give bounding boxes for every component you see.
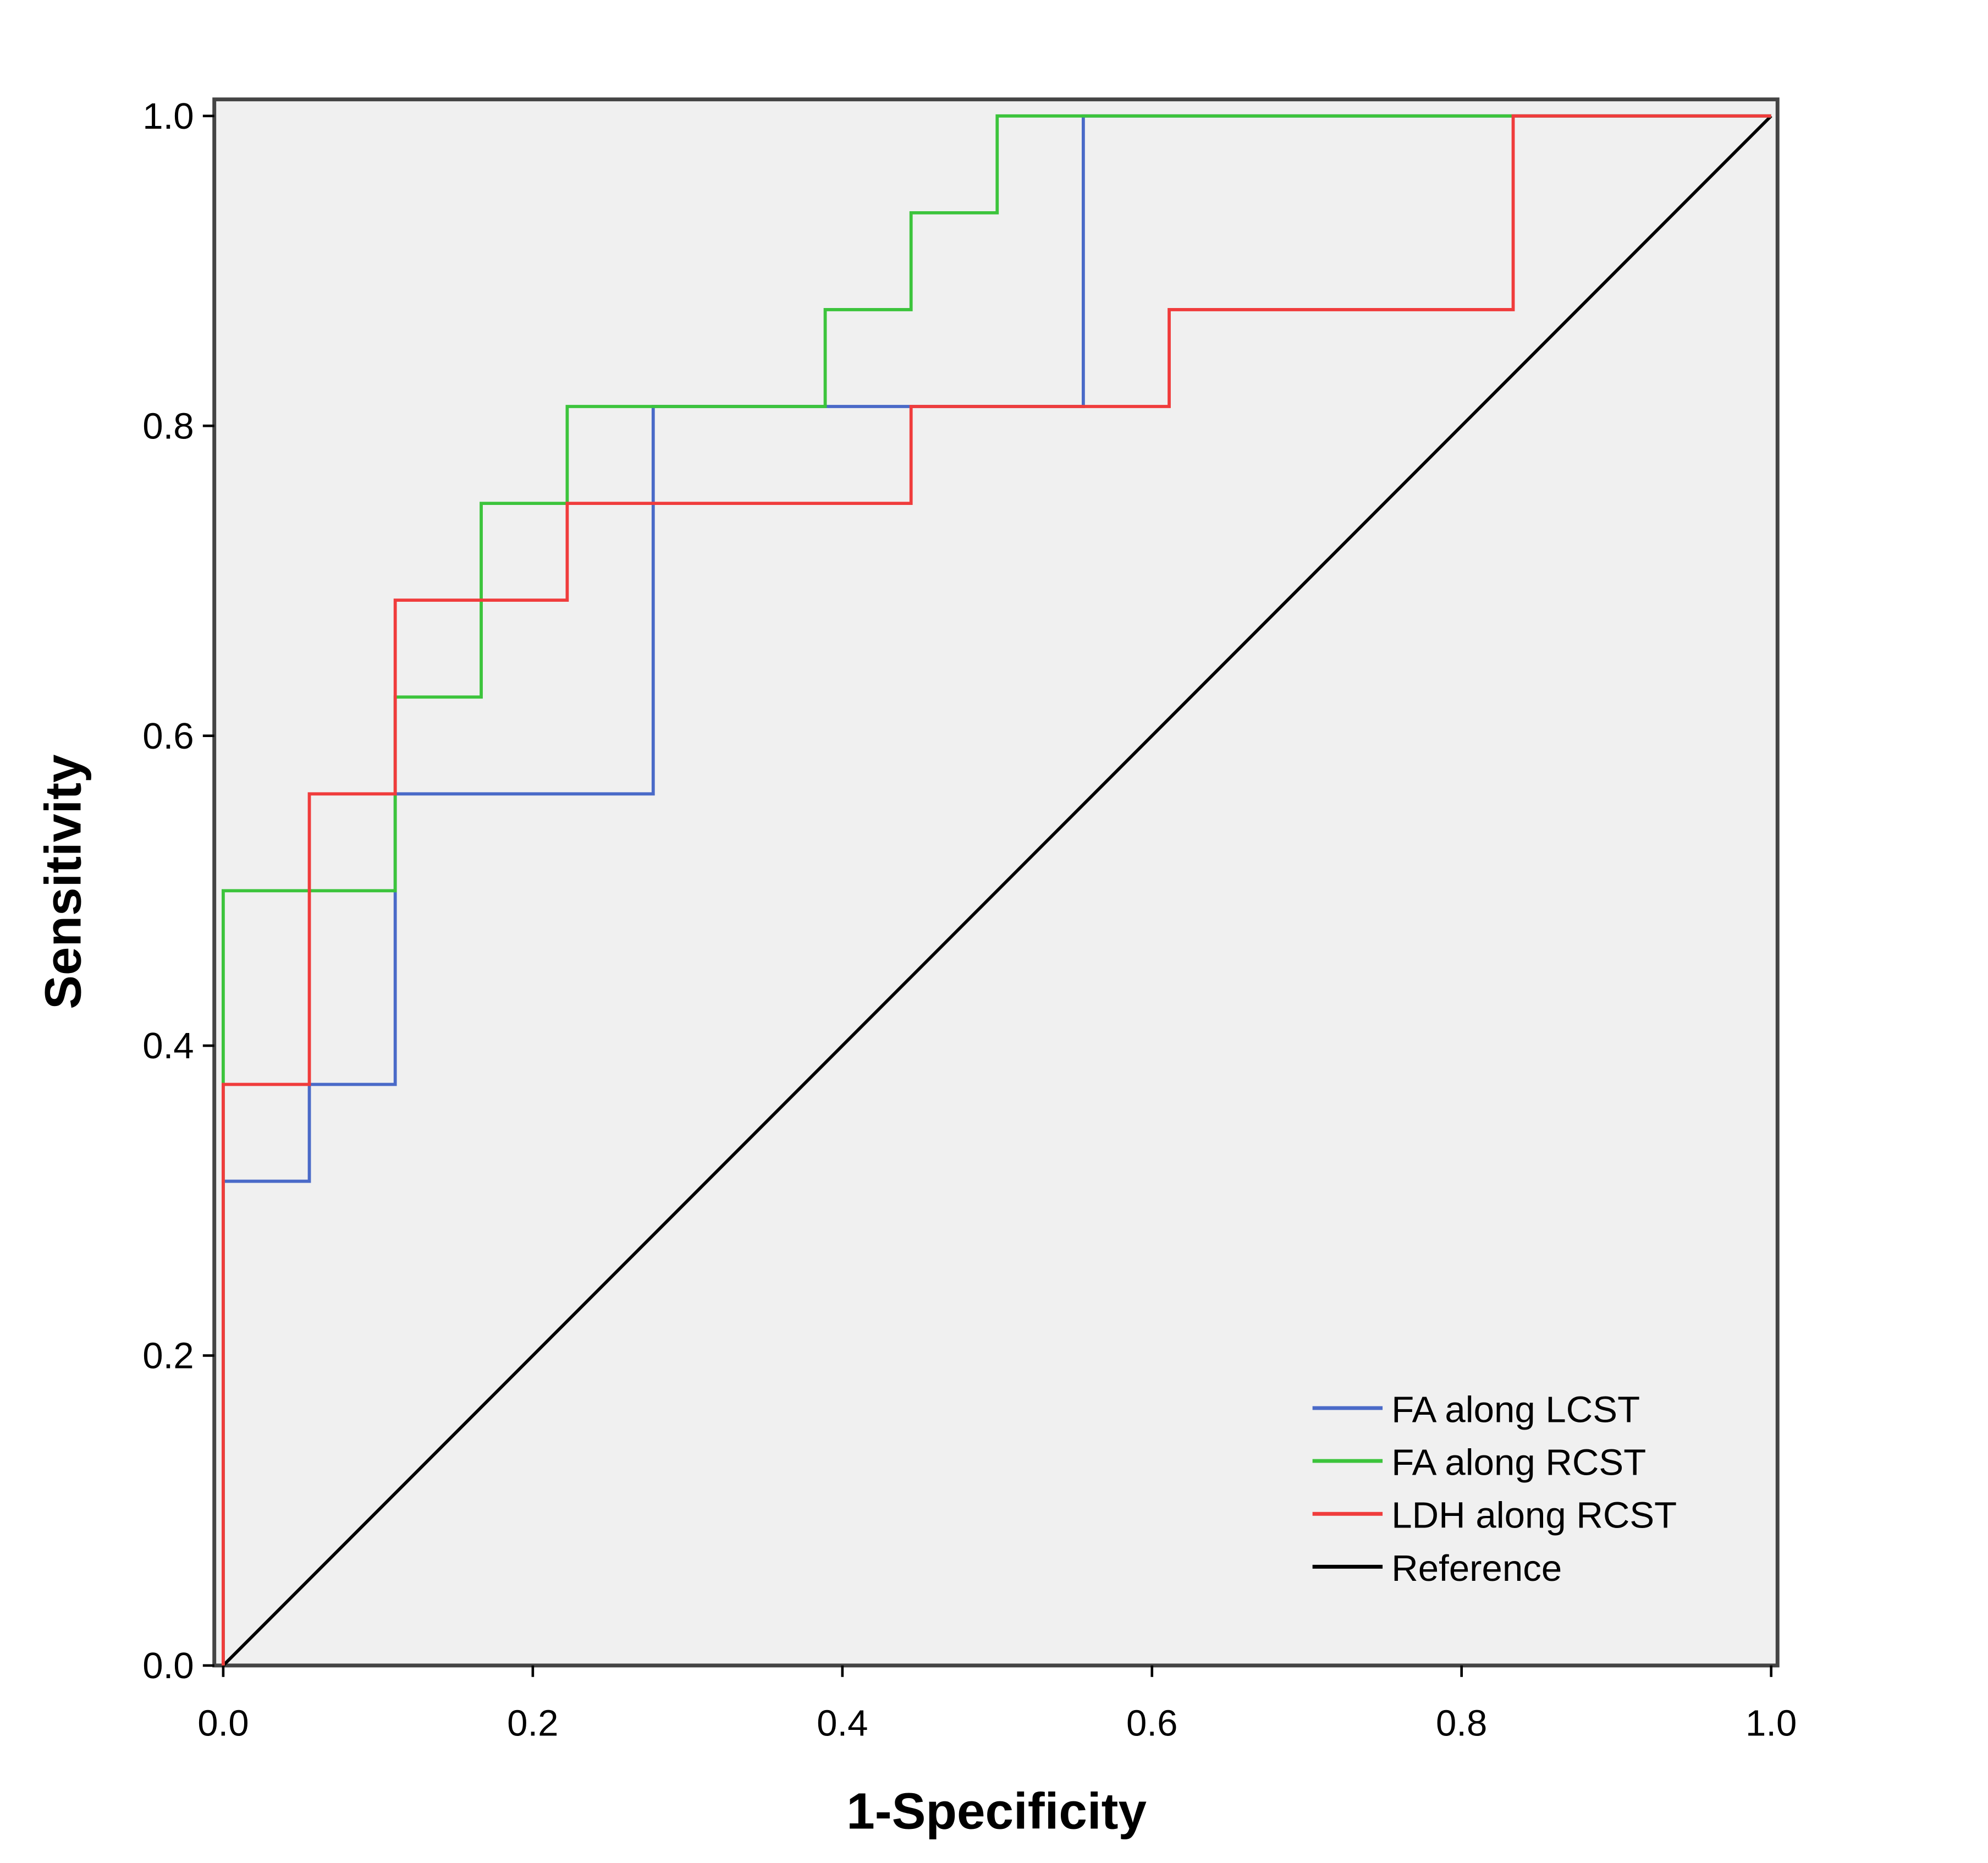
x-tick-label: 0.2: [507, 1702, 558, 1744]
legend-label: FA along RCST: [1391, 1442, 1646, 1483]
x-axis-label: 1-Specificity: [846, 1782, 1147, 1839]
y-tick-label: 0.0: [142, 1645, 194, 1686]
y-tick-label: 0.8: [142, 405, 194, 447]
x-tick-label: 1.0: [1745, 1702, 1797, 1744]
series-line-ldh-along-rcst: [222, 114, 1771, 1666]
x-tick-label: 0.0: [197, 1702, 249, 1744]
legend-label: FA along LCST: [1391, 1389, 1640, 1430]
y-tick-label: 0.4: [142, 1025, 194, 1067]
series-line-fa-along-rcst: [222, 114, 1771, 1666]
x-tick-label: 0.4: [817, 1702, 868, 1744]
y-axis-label: Sensitivity: [34, 754, 91, 1009]
y-tick-label: 0.2: [142, 1336, 194, 1377]
plot-background: [212, 97, 1780, 1668]
legend-label: Reference: [1391, 1548, 1562, 1589]
y-tick-label: 1.0: [142, 96, 194, 137]
x-tick-label: 0.8: [1436, 1702, 1487, 1744]
series-line-reference: [222, 114, 1772, 1667]
legend-label: LDH along RCST: [1391, 1495, 1677, 1536]
legend: FA along LCST FA along RCST LDH along RCST…: [1312, 1389, 1677, 1589]
y-tick-label: 0.6: [142, 716, 194, 757]
x-tick-label: 0.6: [1126, 1702, 1177, 1744]
